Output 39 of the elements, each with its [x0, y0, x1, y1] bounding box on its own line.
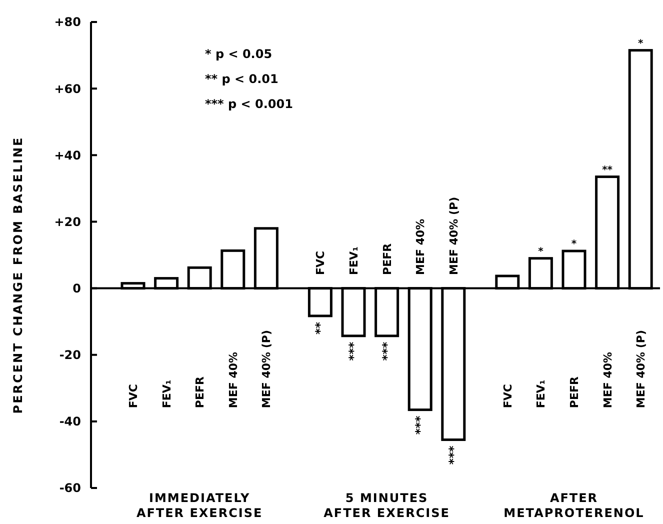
text: 5 MINUTES AFTER EXERCISE	[324, 491, 450, 520]
annotation: *** p < 0.001	[205, 97, 293, 111]
x-tick-label: FVC	[501, 384, 514, 408]
data-label: *	[638, 38, 644, 50]
y-tick-label: +60	[54, 82, 81, 96]
data-label: *	[571, 239, 578, 250]
text: AFTER METAPROTERENOL	[504, 491, 644, 520]
data-label: ***	[380, 341, 394, 361]
x-tick-label: FEV₁	[160, 380, 174, 408]
x-tick-label: MEF 40% (P)	[634, 330, 648, 408]
data-label: **	[313, 321, 328, 334]
data-label: ***	[346, 341, 360, 361]
y-tick-label: -20	[59, 348, 81, 362]
y-tick-label: +20	[54, 214, 81, 229]
annotation: ** p < 0.01	[205, 72, 278, 86]
x-tick-label: FEV₁	[534, 380, 548, 408]
data-label: ***	[446, 445, 460, 465]
annotation: * p < 0.05	[205, 47, 272, 61]
y-tick-label: -40	[59, 414, 81, 429]
x-tick-label: FVC	[314, 250, 328, 275]
y-axis-title: PERCENT CHANGE FROM BASELINE	[11, 136, 25, 414]
y-tick-label: +40	[54, 148, 81, 162]
data-label: **	[602, 164, 614, 176]
x-tick-label: FEV₁	[348, 246, 360, 275]
data-label: ***	[413, 415, 428, 435]
y-tick-label: +80	[54, 15, 81, 30]
x-tick-label: MEF 40%	[226, 352, 240, 408]
x-tick-label: MEF 40%	[414, 218, 428, 275]
x-tick-label: PEFR	[194, 376, 207, 408]
x-tick-label: MEF 40% (P)	[447, 196, 460, 275]
y-tick-label: 0	[72, 281, 81, 296]
text: IMMEDIATELY AFTER EXERCISE	[136, 491, 263, 520]
x-tick-label: MEF 40% (P)	[260, 330, 274, 408]
x-tick-label: PEFR	[568, 376, 581, 408]
y-tick-label: -60	[59, 481, 81, 496]
x-tick-label: FVC	[127, 384, 140, 408]
x-tick-label: MEF 40%	[601, 352, 614, 408]
data-label: *	[538, 246, 544, 258]
x-tick-label: PEFR	[380, 242, 394, 275]
